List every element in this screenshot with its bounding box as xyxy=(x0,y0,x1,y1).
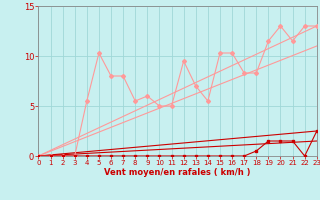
X-axis label: Vent moyen/en rafales ( km/h ): Vent moyen/en rafales ( km/h ) xyxy=(104,168,251,177)
